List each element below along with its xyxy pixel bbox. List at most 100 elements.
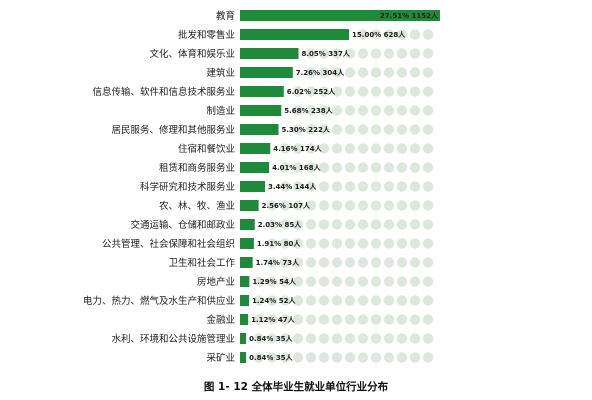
track-dot	[331, 238, 343, 249]
track-dot	[331, 124, 343, 135]
track-dot	[331, 200, 343, 211]
track-dot	[318, 295, 330, 306]
track-dot	[383, 124, 395, 135]
track-dot	[370, 162, 382, 173]
track-dot	[383, 181, 395, 192]
track-dot	[292, 162, 304, 173]
track-dot	[344, 333, 356, 344]
track-dot	[344, 86, 356, 97]
track-dot	[409, 181, 421, 192]
track-dot	[344, 352, 356, 363]
data-label: 4.16% 174人	[273, 144, 322, 153]
track-dot	[331, 105, 343, 116]
track-dot	[357, 48, 369, 59]
bar	[240, 143, 271, 154]
track-dot	[318, 276, 330, 287]
track-dot	[370, 181, 382, 192]
track-dot	[409, 238, 421, 249]
track-dot	[292, 219, 304, 230]
track-dot	[383, 295, 395, 306]
track-dot	[409, 295, 421, 306]
track-dot	[266, 200, 278, 211]
track-dot	[266, 238, 278, 249]
category-label: 信息传输、软件和信息技术服务业	[92, 86, 235, 98]
track-dot	[292, 333, 304, 344]
track-dot	[253, 314, 265, 325]
track-dot	[279, 257, 291, 268]
track-dot	[292, 314, 304, 325]
track-dot	[357, 86, 369, 97]
track-dot	[318, 238, 330, 249]
track-dot	[292, 181, 304, 192]
track-dot	[292, 257, 304, 268]
track-dot	[253, 333, 265, 344]
track-dot	[422, 143, 434, 154]
data-label: 4.01% 168人	[272, 163, 321, 172]
track-dot	[331, 143, 343, 154]
track-dot	[370, 352, 382, 363]
category-label: 建筑业	[206, 67, 235, 79]
track-dot	[344, 219, 356, 230]
track-dot	[396, 105, 408, 116]
track-dot	[305, 352, 317, 363]
track-dot	[383, 352, 395, 363]
track-dot	[383, 105, 395, 116]
track-dot	[305, 238, 317, 249]
track-dot	[422, 162, 434, 173]
track-dot	[266, 314, 278, 325]
track-dot	[357, 295, 369, 306]
track-dot	[318, 314, 330, 325]
track-dot	[357, 181, 369, 192]
track-dot	[305, 143, 317, 154]
track-dot	[422, 48, 434, 59]
track-dot	[292, 238, 304, 249]
track-dot	[344, 67, 356, 78]
track-dot	[357, 124, 369, 135]
track-dot	[357, 162, 369, 173]
bar	[240, 238, 254, 249]
data-label: 3.44% 144人	[268, 182, 317, 191]
track-dot	[305, 257, 317, 268]
track-dot	[409, 86, 421, 97]
category-label: 科学研究和技术服务业	[140, 181, 235, 193]
track-dot	[344, 181, 356, 192]
track-dot	[266, 295, 278, 306]
track-dot	[279, 238, 291, 249]
track-dot	[409, 257, 421, 268]
track-dot	[396, 29, 408, 40]
data-label: 7.26% 304人	[296, 68, 345, 77]
track-dot	[370, 86, 382, 97]
track-dot	[383, 29, 395, 40]
track-dot	[344, 162, 356, 173]
data-label: 8.05% 337人	[302, 49, 351, 58]
track-dot	[383, 333, 395, 344]
track-dot	[344, 124, 356, 135]
track-dot	[292, 105, 304, 116]
track-dot	[279, 200, 291, 211]
track-dot	[422, 295, 434, 306]
track-dot	[331, 333, 343, 344]
track-dot	[396, 124, 408, 135]
category-label: 批发和零售业	[178, 29, 235, 41]
track-dot	[370, 48, 382, 59]
data-label: 1.12% 47人	[251, 315, 295, 324]
track-dot	[409, 124, 421, 135]
track-dot	[396, 162, 408, 173]
track-dot	[305, 162, 317, 173]
track-dot	[357, 352, 369, 363]
data-label: 1.91% 80人	[257, 239, 301, 248]
track-dot	[396, 181, 408, 192]
track-dot	[370, 238, 382, 249]
track-dot	[422, 67, 434, 78]
track-dot	[318, 257, 330, 268]
data-label: 15.00% 628人	[352, 30, 406, 39]
track-dot	[422, 29, 434, 40]
category-label: 房地产业	[197, 276, 235, 288]
category-label: 教育	[216, 10, 235, 22]
track-dot	[344, 48, 356, 59]
track-dot	[344, 276, 356, 287]
track-dot	[370, 105, 382, 116]
track-dot	[318, 352, 330, 363]
track-dot	[357, 143, 369, 154]
track-dot	[318, 181, 330, 192]
